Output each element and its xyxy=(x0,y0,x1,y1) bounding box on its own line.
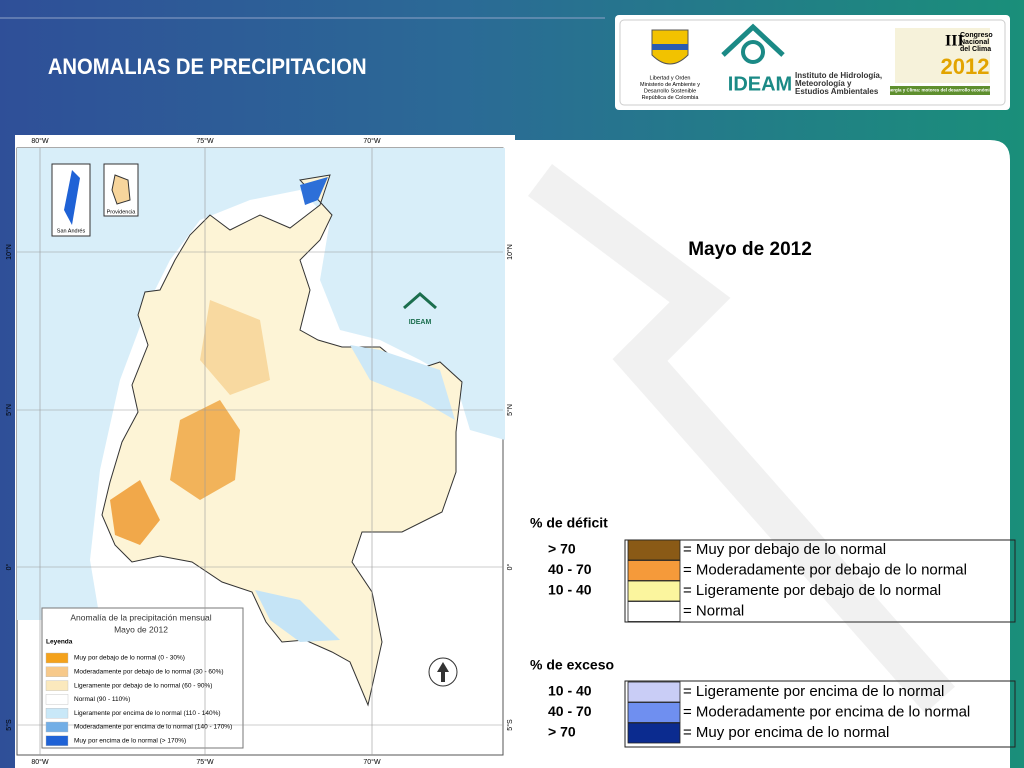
class-swatch xyxy=(627,539,681,561)
legend-subtitle: Mayo de 2012 xyxy=(114,624,168,634)
panel-title: Mayo de 2012 xyxy=(688,239,812,260)
lon-label: 70°W xyxy=(363,137,381,145)
congress-numeral: III xyxy=(945,33,964,50)
lon-label: 75°W xyxy=(196,137,214,145)
logo-caption: Libertad y Orden xyxy=(650,75,691,81)
deficit-box xyxy=(624,539,1016,623)
legend-label: Normal (90 - 110%) xyxy=(74,696,130,703)
slide-title: ANOMALIAS DE PRECIPITACION xyxy=(48,55,367,79)
map-logo xyxy=(403,292,437,310)
logo-caption: República de Colombia xyxy=(642,95,700,101)
section-heading: % de exceso xyxy=(530,657,614,673)
class-label: = Moderadamente por debajo de lo normal xyxy=(683,561,967,578)
logo-caption: Ministerio de Ambiente y xyxy=(640,82,700,88)
north-arrow-head xyxy=(437,662,449,682)
class-swatch xyxy=(627,681,681,703)
class-swatch xyxy=(627,580,681,602)
lon-label: 80°W xyxy=(31,137,49,145)
legend-swatch xyxy=(45,708,69,719)
ideam-name: IDEAM xyxy=(728,73,792,95)
class-label: = Muy por encima de lo normal xyxy=(683,724,889,741)
section-heading: % de déficit xyxy=(530,515,608,531)
congress-logo xyxy=(895,28,990,83)
lat-label: 10°N xyxy=(506,244,514,260)
lon-label: 75°W xyxy=(196,758,214,766)
deficit-area xyxy=(200,300,270,395)
congress-line: del Clima xyxy=(960,46,991,53)
lat-label: 5°N xyxy=(5,404,13,416)
lat-label: 0° xyxy=(506,563,514,570)
lat-label: 10°N xyxy=(5,244,13,260)
range-label: > 70 xyxy=(548,724,576,740)
lat-label: 5°S xyxy=(506,719,514,731)
lon-label: 80°W xyxy=(31,758,49,766)
legend-swatch xyxy=(45,721,69,733)
legend-label: Moderadamente por debajo de lo normal (3… xyxy=(74,669,224,676)
lat-label: 5°N xyxy=(506,404,514,416)
coat-stripe xyxy=(652,44,688,50)
ideam-eye xyxy=(741,40,765,64)
ideam-full-name: Estudios Ambientales xyxy=(795,87,879,96)
class-label: = Moderadamente por encima de lo normal xyxy=(683,703,970,720)
excess-box xyxy=(624,680,1016,748)
inset-label: San Andrés xyxy=(57,228,86,234)
class-label: = Ligeramente por debajo de lo normal xyxy=(683,582,941,599)
class-label: = Muy por debajo de lo normal xyxy=(683,541,886,558)
range-label: 10 - 40 xyxy=(548,582,592,598)
legend-swatch xyxy=(45,694,69,705)
range-label: 40 - 70 xyxy=(548,703,592,719)
ideam-full-name: Instituto de Hidrología, xyxy=(795,71,882,80)
inset-island xyxy=(111,174,131,205)
congress-line: Congreso xyxy=(960,32,993,39)
congress-slogan-bar xyxy=(890,86,990,95)
country xyxy=(101,174,463,707)
legend-swatch xyxy=(45,652,69,664)
class-label: = Ligeramente por encima de lo normal xyxy=(683,683,944,700)
lat-label: 0° xyxy=(5,563,13,570)
class-swatch xyxy=(627,560,681,581)
congress-slogan: Energía y Clima: motores del desarrollo … xyxy=(885,88,995,93)
legend-label: Ligeramente por debajo de lo normal (60 … xyxy=(74,682,212,689)
class-swatch xyxy=(627,702,681,723)
class-label: = Normal xyxy=(683,602,744,619)
inset-island xyxy=(64,170,80,225)
ideam-roof xyxy=(721,23,785,57)
range-label: 10 - 40 xyxy=(548,683,592,699)
deficit-area xyxy=(110,480,160,545)
congress-year: 2012 xyxy=(941,54,990,79)
class-swatch xyxy=(627,601,681,622)
logo-frame xyxy=(619,19,1006,106)
legend-swatch xyxy=(45,735,69,746)
legend-label: Muy por debajo de lo normal (0 - 30%) xyxy=(74,655,185,662)
congress-line: Nacional xyxy=(960,39,989,46)
legend-label: Ligeramente por encima de lo normal (110… xyxy=(74,710,221,717)
legend-label: Muy por encima de lo normal (> 170%) xyxy=(74,738,186,745)
range-label: 40 - 70 xyxy=(548,561,592,577)
class-swatch xyxy=(627,722,681,744)
map-logo-label: IDEAM xyxy=(409,319,432,326)
watermark xyxy=(528,164,955,714)
ideam-full-name: Meteorología y xyxy=(795,79,852,88)
map-body xyxy=(17,148,505,749)
range-label: > 70 xyxy=(548,541,576,557)
graticule: 80°W 80°W 75°W 75°W 70°W 70°W 10°N 10°N 5°N 5°N 0°… xyxy=(5,137,514,766)
excess-area xyxy=(300,177,328,205)
legend-swatch xyxy=(45,666,69,677)
excess-area xyxy=(255,590,340,642)
excess-area xyxy=(350,345,455,420)
legend-title: Anomalía de la precipitación mensual xyxy=(70,612,211,622)
legend-heading: Leyenda xyxy=(46,639,73,646)
map-legend xyxy=(41,607,244,749)
sea xyxy=(17,148,505,620)
lon-label: 70°W xyxy=(363,758,381,766)
inset-label: Providencia xyxy=(107,209,137,215)
legend-swatch xyxy=(45,680,69,691)
legend-label: Moderadamente por encima de lo normal (1… xyxy=(74,724,232,731)
lat-label: 5°S xyxy=(5,719,13,731)
logo-caption: Desarrollo Sostenible xyxy=(644,88,696,94)
